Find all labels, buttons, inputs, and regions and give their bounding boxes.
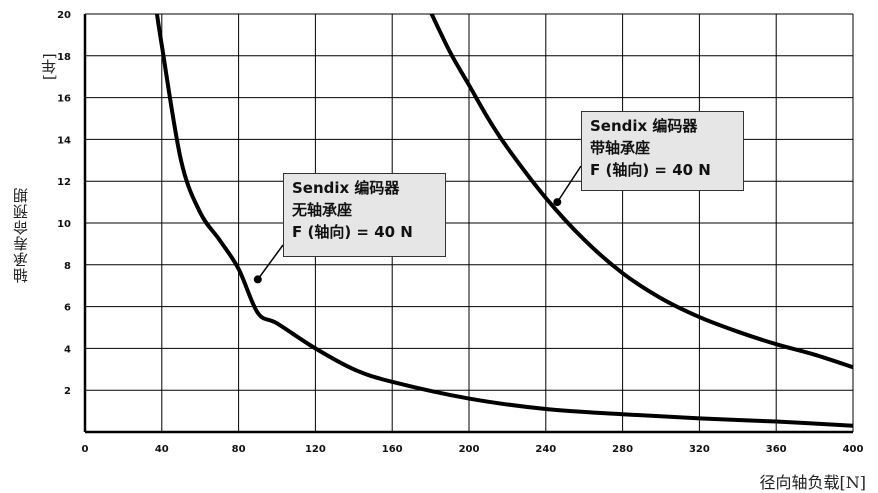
- x-tick-label: 240: [535, 444, 556, 455]
- leader-dot: [553, 198, 562, 207]
- y-tick-label: 12: [57, 177, 71, 188]
- y-tick-label: 8: [64, 261, 71, 272]
- callout-line: 无轴承座: [292, 201, 353, 219]
- x-tick-label: 0: [82, 444, 89, 455]
- callout-line: F (轴向) = 40 N: [590, 161, 711, 179]
- y-axis-label: 轴承寿命预期: [12, 187, 30, 283]
- y-tick-label: 6: [64, 303, 71, 314]
- x-tick-label: 80: [232, 444, 246, 455]
- callout-line: Sendix 编码器: [292, 179, 400, 197]
- series-group: [154, 14, 853, 428]
- x-tick-label: 400: [843, 444, 864, 455]
- y-tick-label: 18: [57, 52, 71, 63]
- series-curve-2: [429, 14, 853, 370]
- x-tick-label: 200: [459, 444, 480, 455]
- x-tick-label: 320: [689, 444, 710, 455]
- series-curve-1: [154, 14, 853, 428]
- x-tick-label: 40: [155, 444, 169, 455]
- callout-without-bearing: Sendix 编码器 无轴承座 F (轴向) = 40 N: [283, 173, 446, 257]
- x-tick-label: 120: [305, 444, 326, 455]
- y-tick-label: 14: [57, 135, 71, 146]
- leader-line: [556, 165, 582, 203]
- grid: [85, 13, 854, 432]
- callout-line: F (轴向) = 40 N: [292, 223, 413, 241]
- x-tick-label: 160: [382, 444, 403, 455]
- x-tick-label: 360: [766, 444, 787, 455]
- x-tick-label: 280: [612, 444, 633, 455]
- callout-line: Sendix 编码器: [590, 117, 698, 135]
- y-tick-label: 2: [64, 386, 71, 397]
- y-axis-unit: [年]: [40, 53, 58, 80]
- leader-lines: [253, 165, 582, 284]
- y-tick-label: 16: [57, 94, 71, 105]
- leader-line: [257, 244, 284, 280]
- y-tick-label: 4: [64, 344, 71, 355]
- y-tick-label: 20: [57, 10, 71, 21]
- callout-line: 带轴承座: [590, 139, 651, 157]
- callout-with-bearing: Sendix 编码器 带轴承座 F (轴向) = 40 N: [581, 111, 744, 191]
- leader-dot: [253, 275, 262, 284]
- x-axis-label: 径向轴负载[N]: [759, 473, 867, 492]
- axes: 0 40 80 120 160 200 240 280 320 360 400 2 4 6 8 10 12 14 1…: [57, 10, 863, 455]
- y-tick-label: 10: [57, 219, 71, 230]
